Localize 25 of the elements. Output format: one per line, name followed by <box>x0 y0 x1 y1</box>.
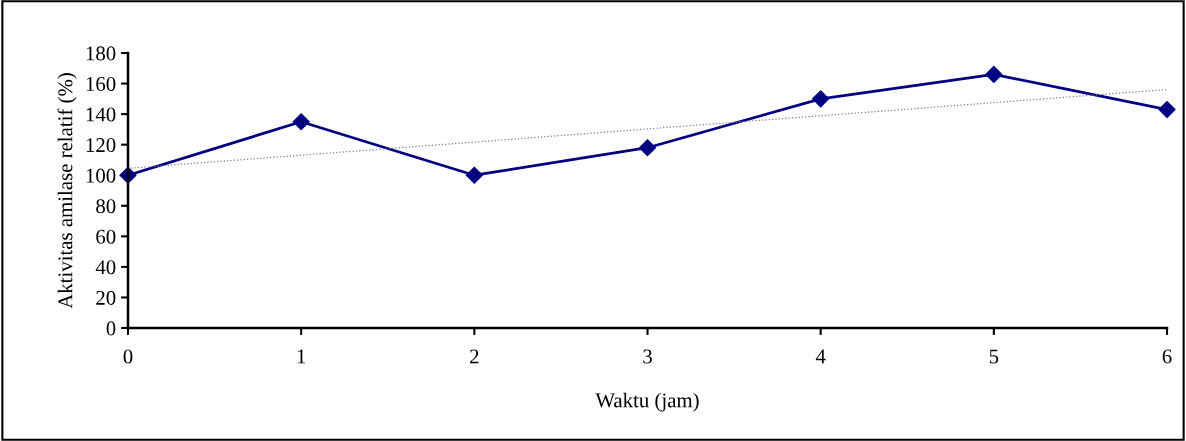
x-tick-label: 4 <box>815 349 826 364</box>
y-axis-title: Aktivitas amilase relatif (%) <box>57 73 77 309</box>
y-tick-label: 160 <box>86 76 116 91</box>
x-tick-label: 5 <box>989 349 999 364</box>
y-tick-label: 140 <box>86 107 116 122</box>
point <box>465 166 483 184</box>
y-tick-label: 20 <box>96 290 116 305</box>
y-tick-label: 60 <box>96 229 116 244</box>
y-tick-label: 40 <box>95 260 116 275</box>
point <box>1158 100 1176 119</box>
y-tick-label: 120 <box>86 138 116 153</box>
y-tick-label: 0 <box>106 321 116 336</box>
x-tick-label: 3 <box>643 349 652 364</box>
x-tick-label: 0 <box>123 349 133 364</box>
x-axis-title: Waktu (jam) <box>595 392 699 412</box>
x-tick-label: 1 <box>297 349 306 364</box>
x-tick-label: 2 <box>470 349 479 364</box>
x-tick-label: 6 <box>1162 349 1172 364</box>
point <box>985 65 1003 83</box>
point <box>812 90 830 108</box>
y-tick-label: 100 <box>86 168 116 183</box>
y-tick-label: 180 <box>86 46 116 61</box>
y-tick-label: 80 <box>96 199 116 214</box>
point <box>638 139 657 157</box>
point <box>292 113 310 131</box>
